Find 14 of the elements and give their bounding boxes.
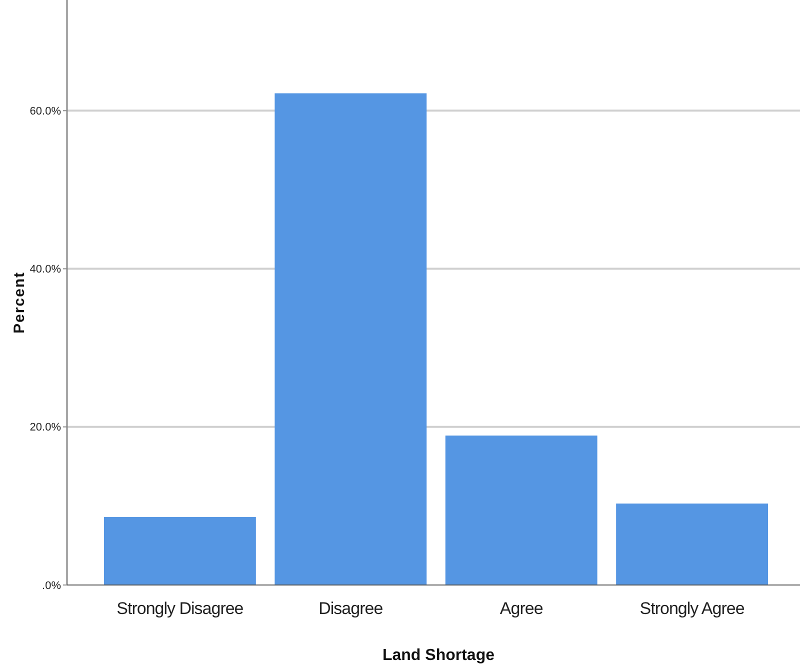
x-tick-label: Disagree [318, 599, 383, 618]
x-tick-label: Strongly Agree [640, 599, 744, 618]
y-tick-label: .0% [42, 580, 62, 592]
x-tick-label: Strongly Disagree [116, 599, 244, 618]
y-tick-label: 20.0% [30, 422, 62, 434]
bar [616, 504, 768, 585]
x-axis-title: Land Shortage [382, 647, 495, 664]
y-tick-label: 40.0% [30, 264, 62, 276]
bar [274, 93, 427, 585]
bar [104, 517, 256, 585]
x-tick-label: Agree [500, 599, 543, 618]
y-tick-label: 60.0% [30, 106, 62, 118]
y-axis-title: Percent [11, 271, 28, 334]
bar [445, 436, 598, 585]
